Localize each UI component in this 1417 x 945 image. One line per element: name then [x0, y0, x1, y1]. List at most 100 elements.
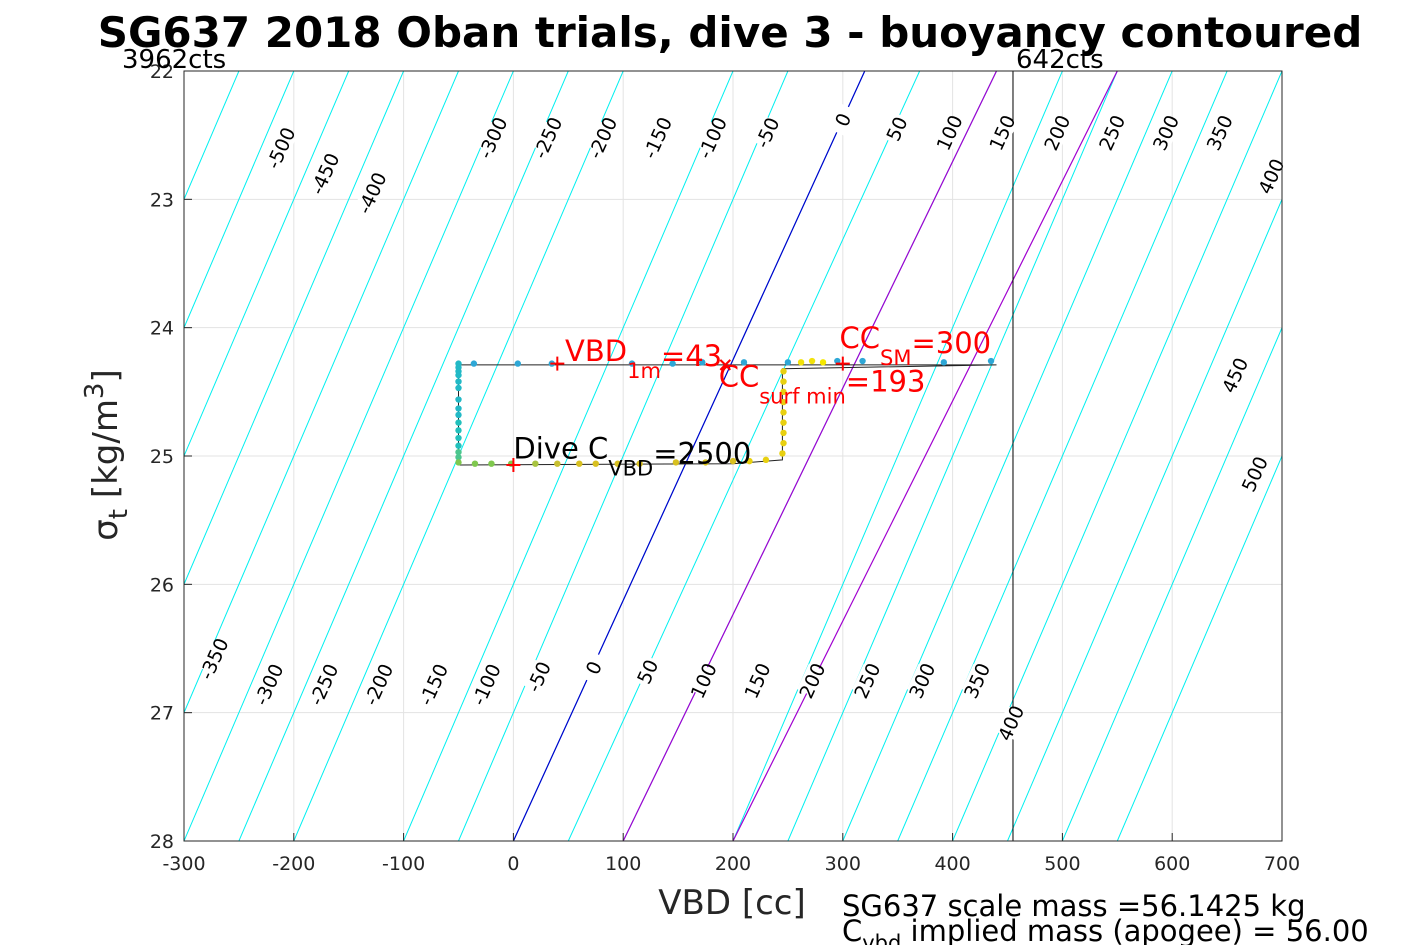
y-tick-label: 26 [150, 574, 174, 596]
contour-label-bg [418, 667, 449, 702]
contour-label-bg [961, 663, 992, 698]
cc-surf-min-annotation-sub: surf min [759, 385, 846, 409]
trajectory-point [455, 371, 462, 379]
contour-label-bg [1204, 115, 1235, 150]
contour-label-bg [881, 111, 912, 146]
x-tick-label: 400 [934, 853, 970, 875]
dive-cvbd-annotation-base: Dive C [513, 432, 608, 466]
trajectory-point [470, 360, 478, 367]
trajectory-point [455, 419, 462, 426]
contour-line [184, 71, 295, 329]
trajectory-point [940, 359, 948, 366]
trajectory-point [780, 368, 787, 375]
trajectory-point [780, 429, 787, 437]
trajectory-point [514, 360, 521, 367]
contour-line [787, 71, 1118, 841]
trajectory-point [699, 359, 706, 366]
axis-ticks: -300 -200 -100 0 100 200 300 400 500 600 700 22 23 24… [150, 61, 1300, 875]
implied-mass-tail: implied mass (apogee) = 56.00 [901, 914, 1368, 945]
x-tick-label: 700 [1264, 853, 1300, 875]
y-tick-label: 27 [150, 703, 174, 725]
contour-label-bg [477, 120, 508, 155]
dive-cvbd-annotation: Dive CVBD=2500 [513, 432, 751, 481]
contour-label-bg [906, 663, 937, 698]
trajectory-point [797, 359, 805, 366]
chart-title: SG637 2018 Oban trials, dive 3 - buoyanc… [98, 8, 1363, 57]
contour-label-bg [523, 659, 554, 694]
cc-sm-annotation: CCSM=300 [840, 321, 992, 370]
contour-line [184, 71, 514, 841]
implied-mass-c: C [842, 914, 862, 945]
trajectory-point [780, 419, 787, 426]
contour-label-bg [356, 176, 387, 210]
highlight-lines [512, 71, 1118, 841]
vbd-1m-annotation-value: =43 [661, 339, 722, 373]
contour-label-bg [308, 667, 339, 702]
vbd-1m-annotation: VBD1m=43 [565, 334, 722, 383]
contour-label-bg [1096, 115, 1127, 150]
x-tick-label: 200 [715, 853, 751, 875]
x-tick-label: 600 [1154, 853, 1190, 875]
contour-line [1007, 198, 1282, 841]
x-tick-label: -100 [382, 853, 425, 875]
trajectory-point [455, 427, 462, 434]
contour-label-bg [1256, 159, 1286, 194]
trajectory-point [819, 359, 827, 366]
contour-label-bg [309, 156, 340, 191]
trajectory-point [784, 359, 792, 366]
implied-mass-sub: vbd [862, 931, 901, 945]
contour-line [184, 71, 405, 586]
trajectory-point [455, 442, 462, 449]
cc-surf-min-annotation-base: CC [719, 360, 760, 394]
contour-label-bg [995, 706, 1026, 740]
y-tick-label: 25 [150, 446, 174, 468]
highlight-line-sm-min [622, 71, 998, 841]
contour-label-bg [1219, 358, 1250, 393]
contour-label-bg [697, 120, 728, 155]
trajectory-point [455, 405, 462, 412]
dive-trajectory [455, 357, 997, 467]
trajectory-point [987, 357, 995, 365]
cc-surf-min-marker-b [719, 359, 732, 371]
highlight-line-sm-max [732, 71, 1118, 841]
contour-label-bg [742, 663, 773, 698]
scale-mass-text: SG637 scale mass =56.1425 kg [842, 889, 1306, 923]
trajectory-point [780, 439, 787, 447]
trajectory-point [808, 357, 816, 365]
contour-label-bg [1150, 115, 1181, 150]
cc-sm-annotation-base: CC [840, 321, 881, 355]
trajectory-point [455, 454, 462, 461]
trajectory-point [554, 460, 561, 467]
dive-cvbd-annotation-sub: VBD [608, 457, 653, 481]
contour-label-bg [471, 667, 501, 702]
trajectory-point [592, 460, 599, 467]
vbd-1m-annotation-base: VBD [565, 334, 627, 368]
cc-sm-annotation-value: =300 [911, 326, 991, 360]
contour-line [842, 71, 1173, 841]
trajectory-point [762, 456, 770, 464]
y-axis-symbol: σ [86, 519, 126, 541]
y-tick-label: 24 [150, 318, 174, 340]
corner-label-right: 642cts [1016, 45, 1104, 75]
trajectory-point [779, 450, 786, 457]
trajectory-point [455, 448, 462, 456]
trajectory-point [669, 360, 676, 367]
trajectory-point [702, 459, 709, 466]
trajectory-point [780, 388, 787, 396]
x-tick-label: 0 [507, 853, 519, 875]
dive-cvbd-annotation-value: =2500 [653, 437, 751, 471]
x-tick-label: 500 [1044, 853, 1080, 875]
trajectory-point [532, 460, 539, 467]
trajectory-point [672, 459, 680, 466]
trajectory-point [455, 396, 462, 403]
y-tick-label: 28 [150, 831, 174, 853]
y-axis-unit: [kg/m [86, 399, 126, 498]
contour-label-bg [934, 115, 965, 150]
x-tick-label: 100 [605, 853, 641, 875]
contour-line [1061, 326, 1282, 841]
trajectory-point [859, 357, 866, 365]
implied-mass-text: Cvbd implied mass (apogee) = 56.00 [842, 914, 1369, 945]
trajectory-point [455, 411, 462, 419]
x-tick-label: 300 [825, 853, 861, 875]
cc-surf-min-annotation: CCsurf min=193 [719, 360, 926, 409]
